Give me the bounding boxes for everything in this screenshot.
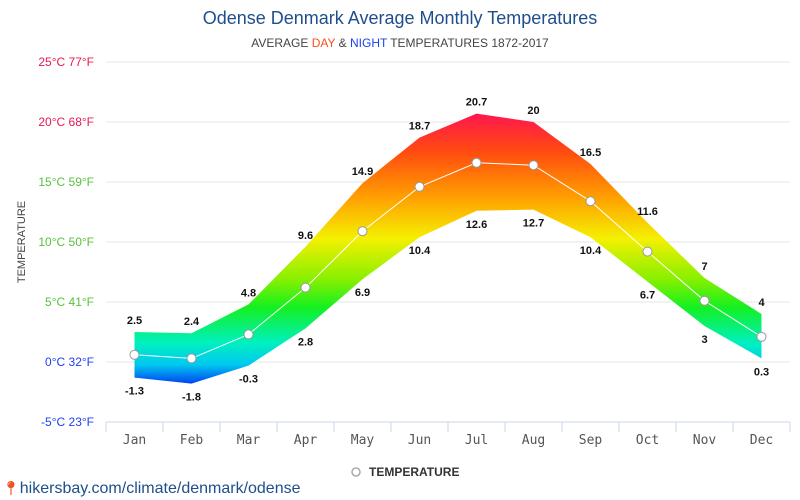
day-value-label: 4 — [758, 297, 765, 309]
night-value-label: -1.3 — [125, 386, 144, 398]
y-tick-label: 15°C 59°F — [38, 175, 94, 189]
day-value-label: 20.7 — [466, 97, 487, 109]
source-link[interactable]: 📍︎hikersbay.com/climate/denmark/odense — [2, 480, 301, 498]
day-value-label: 14.9 — [352, 166, 373, 178]
subtitle-suffix: TEMPERATURES 1872-2017 — [387, 36, 549, 50]
temperature-point[interactable] — [756, 331, 767, 342]
day-value-label: 7 — [701, 261, 707, 273]
day-value-label: 20 — [527, 105, 539, 117]
temperature-line — [134, 162, 762, 359]
legend-label[interactable]: TEMPERATURE — [369, 465, 459, 479]
temperature-point[interactable] — [585, 196, 596, 207]
x-tick-label: Dec — [750, 433, 773, 448]
night-value-label: -0.3 — [239, 374, 258, 386]
x-tick-label: Sep — [579, 433, 603, 448]
night-value-label: 3 — [701, 334, 707, 346]
x-tick-label: Apr — [294, 433, 318, 448]
y-tick-label: 20°C 68°F — [38, 115, 94, 129]
map-pin-icon: 📍︎ — [2, 480, 20, 496]
x-tick-label: Jul — [465, 433, 488, 448]
chart-title: Odense Denmark Average Monthly Temperatu… — [202, 8, 598, 28]
night-value-label: -1.8 — [182, 392, 201, 404]
day-value-label: 2.4 — [184, 316, 200, 328]
x-tick-label: Aug — [522, 433, 545, 448]
temperature-point[interactable] — [357, 226, 368, 237]
x-tick-label: Jan — [123, 433, 146, 448]
night-value-label: 2.8 — [298, 336, 313, 348]
day-value-label: 4.8 — [241, 287, 256, 299]
night-value-label: 10.4 — [409, 245, 431, 257]
day-value-label: 9.6 — [298, 230, 313, 242]
subtitle-prefix: AVERAGE — [251, 36, 312, 50]
y-tick-label: -5°C 23°F — [41, 415, 94, 429]
night-value-label: 6.9 — [355, 287, 370, 299]
legend[interactable]: TEMPERATURE — [351, 465, 459, 479]
x-tick-label: Mar — [237, 433, 261, 448]
source-link-text[interactable]: hikersbay.com/climate/denmark/odense — [19, 480, 301, 497]
y-tick-label: 25°C 77°F — [38, 55, 94, 69]
temperature-point[interactable] — [300, 282, 311, 293]
temperature-point[interactable] — [528, 160, 539, 171]
x-tick-label: Jun — [408, 433, 431, 448]
y-axis-title: TEMPERATURE — [16, 201, 28, 283]
temperature-point[interactable] — [186, 353, 197, 364]
x-tick-label: Oct — [636, 433, 659, 448]
temperature-point[interactable] — [699, 295, 710, 306]
day-value-label: 18.7 — [409, 121, 430, 133]
night-value-label: 10.4 — [580, 245, 602, 257]
night-value-label: 12.6 — [466, 219, 487, 231]
day-night-range-area — [134, 113, 762, 384]
night-value-label: 12.7 — [523, 218, 544, 230]
x-tick-label: Feb — [180, 433, 204, 448]
temperature-point[interactable] — [471, 157, 482, 168]
day-value-label: 2.5 — [127, 315, 142, 327]
temperature-point[interactable] — [129, 349, 140, 360]
temperature-point[interactable] — [642, 246, 653, 257]
y-tick-label: 5°C 41°F — [45, 295, 94, 309]
night-value-label: 0.3 — [754, 366, 769, 378]
legend-marker-icon — [351, 467, 361, 477]
x-tick-label: May — [351, 433, 375, 448]
x-tick-label: Nov — [693, 433, 717, 448]
y-tick-label: 0°C 32°F — [45, 355, 94, 369]
y-tick-label: 10°C 50°F — [38, 235, 94, 249]
temperature-point[interactable] — [414, 181, 425, 192]
subtitle-night: NIGHT — [349, 36, 388, 50]
day-value-label: 16.5 — [580, 147, 601, 159]
night-value-label: 6.7 — [640, 290, 655, 302]
day-value-label: 11.6 — [637, 206, 658, 218]
subtitle-day: DAY — [311, 36, 336, 50]
subtitle-amp: & — [335, 36, 350, 50]
temperature-point[interactable] — [243, 329, 254, 340]
chart-subtitle: AVERAGE DAY & NIGHT TEMPERATURES 1872-20… — [0, 36, 800, 50]
